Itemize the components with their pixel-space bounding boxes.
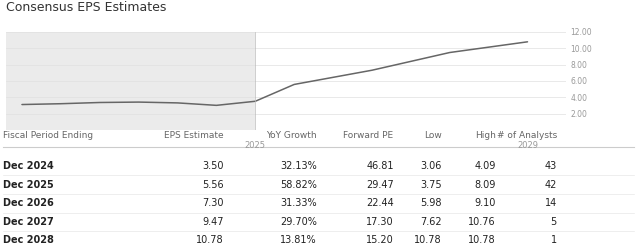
Text: YoY Growth: YoY Growth [266, 131, 317, 140]
Text: 14: 14 [545, 198, 557, 208]
Text: 3.50: 3.50 [202, 161, 224, 171]
Text: 3.06: 3.06 [420, 161, 442, 171]
Text: 22.44: 22.44 [366, 198, 394, 208]
Text: 2029: 2029 [517, 141, 538, 150]
Text: 32.13%: 32.13% [280, 161, 317, 171]
Text: 58.82%: 58.82% [280, 180, 317, 190]
Text: 17.30: 17.30 [366, 217, 394, 227]
Text: # of Analysts: # of Analysts [497, 131, 557, 140]
Text: 10.78: 10.78 [196, 235, 224, 245]
Text: 4.09: 4.09 [475, 161, 496, 171]
Text: Dec 2028: Dec 2028 [3, 235, 54, 245]
Text: 13.81%: 13.81% [280, 235, 317, 245]
Text: Dec 2025: Dec 2025 [3, 180, 54, 190]
Text: Fiscal Period Ending: Fiscal Period Ending [3, 131, 93, 140]
Text: EPS Estimate: EPS Estimate [164, 131, 224, 140]
Text: 9.10: 9.10 [475, 198, 496, 208]
Text: 42: 42 [545, 180, 557, 190]
Text: 5.98: 5.98 [420, 198, 442, 208]
Text: 2025: 2025 [244, 141, 266, 150]
Text: 5: 5 [550, 217, 557, 227]
Text: 8.09: 8.09 [475, 180, 496, 190]
Text: Consensus EPS Estimates: Consensus EPS Estimates [6, 1, 167, 14]
Text: 3.75: 3.75 [420, 180, 442, 190]
Text: 46.81: 46.81 [366, 161, 394, 171]
Text: 7.62: 7.62 [420, 217, 442, 227]
Text: 10.78: 10.78 [468, 235, 496, 245]
Text: 1: 1 [550, 235, 557, 245]
Text: Low: Low [424, 131, 442, 140]
Text: 5.56: 5.56 [202, 180, 224, 190]
Text: 10.78: 10.78 [414, 235, 442, 245]
Text: 10.76: 10.76 [468, 217, 496, 227]
Text: Dec 2026: Dec 2026 [3, 198, 54, 208]
Text: 7.30: 7.30 [202, 198, 224, 208]
Text: 9.47: 9.47 [202, 217, 224, 227]
Text: 31.33%: 31.33% [280, 198, 317, 208]
Text: Forward PE: Forward PE [344, 131, 394, 140]
Text: Dec 2024: Dec 2024 [3, 161, 54, 171]
Bar [6, 32, 255, 130]
Text: 29.47: 29.47 [366, 180, 394, 190]
Text: 43: 43 [545, 161, 557, 171]
Text: 29.70%: 29.70% [280, 217, 317, 227]
Text: Dec 2027: Dec 2027 [3, 217, 54, 227]
Text: 15.20: 15.20 [366, 235, 394, 245]
Text: High: High [475, 131, 496, 140]
